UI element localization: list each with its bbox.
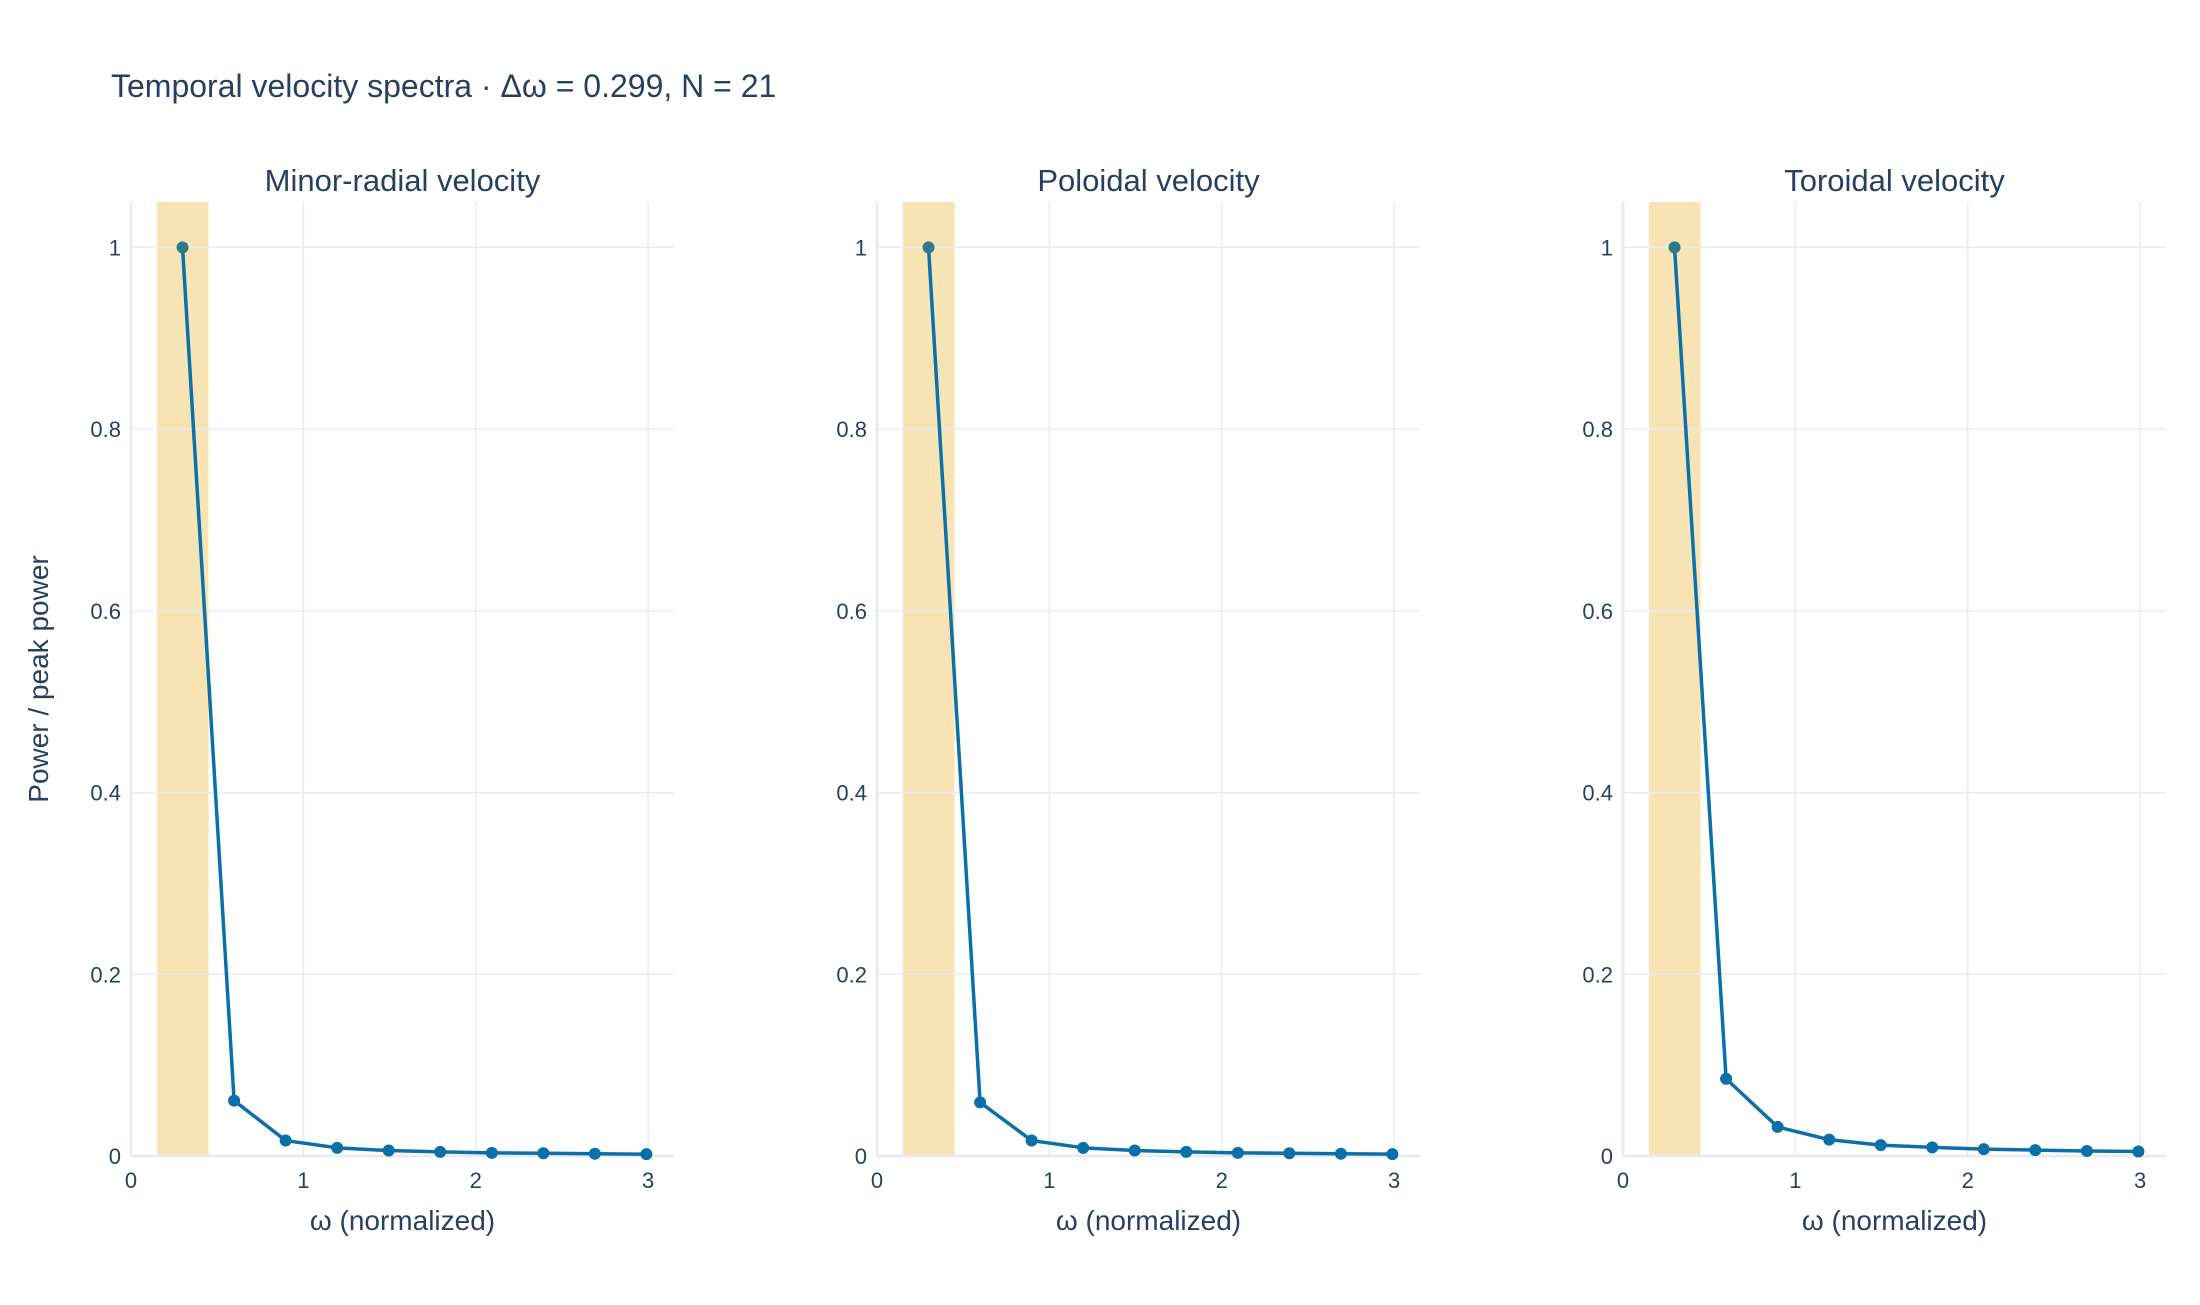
x-tick-label: 1 <box>1043 1168 1055 1193</box>
data-point <box>1386 1148 1399 1161</box>
x-tick-label: 3 <box>1388 1168 1400 1193</box>
data-point <box>1334 1147 1347 1160</box>
y-tick-label: 0 <box>855 1144 867 1169</box>
data-point <box>1077 1141 1090 1154</box>
data-point <box>1874 1139 1887 1152</box>
y-tick-label: 1 <box>1601 235 1613 260</box>
peak-point <box>922 241 935 254</box>
data-point <box>382 1144 395 1157</box>
series-line <box>180 247 647 1156</box>
subplot-2: 0 1 2 3 0 0.2 0.4 0.6 0.8 1 Poloidal velocity ω (no… <box>836 163 1420 1236</box>
y-tick-label: 0.6 <box>836 599 867 624</box>
x-axis-label: ω (normalized) <box>310 1205 495 1236</box>
data-point <box>434 1145 447 1158</box>
x-tick-label: 0 <box>871 1168 883 1193</box>
x-tick-label: 1 <box>297 1168 309 1193</box>
data-point <box>1823 1133 1836 1146</box>
y-tick-label: 0.8 <box>836 417 867 442</box>
subplot-title: Toroidal velocity <box>1784 163 2005 198</box>
data-point <box>537 1147 550 1160</box>
data-point <box>1283 1147 1296 1160</box>
subplot-3: 0 1 2 3 0 0.2 0.4 0.6 0.8 1 Toroidal velocity ω (no… <box>1582 163 2166 1236</box>
data-point <box>1128 1144 1141 1157</box>
x-tick-label: 2 <box>1216 1168 1228 1193</box>
y-tick-label: 0.6 <box>90 599 121 624</box>
y-tick-label: 0.4 <box>1582 781 1613 806</box>
series-line <box>926 247 1393 1156</box>
peak-point <box>1668 241 1681 254</box>
data-point <box>640 1148 653 1161</box>
highlight-band <box>156 202 209 1156</box>
data-point <box>1720 1072 1733 1085</box>
y-axis-label: Power / peak power <box>23 555 54 802</box>
x-axis-label: ω (normalized) <box>1802 1205 1987 1236</box>
data-point <box>1771 1120 1784 1133</box>
data-point <box>228 1094 241 1107</box>
y-tick-label: 0.8 <box>1582 417 1613 442</box>
data-point <box>1926 1141 1939 1154</box>
y-tick-label: 1 <box>109 235 121 260</box>
y-tick-label: 0.2 <box>90 962 121 987</box>
x-tick-label: 0 <box>125 1168 137 1193</box>
data-point <box>2029 1144 2042 1157</box>
highlight-band <box>902 202 955 1156</box>
y-tick-label: 0 <box>109 1144 121 1169</box>
y-tick-label: 0 <box>1601 1144 1613 1169</box>
subplot-title: Poloidal velocity <box>1037 163 1260 198</box>
y-tick-label: 0.2 <box>1582 962 1613 987</box>
subplot-title: Minor-radial velocity <box>265 163 541 198</box>
y-tick-label: 1 <box>855 235 867 260</box>
series-line <box>1672 247 2139 1154</box>
x-tick-label: 2 <box>470 1168 482 1193</box>
data-point <box>1180 1145 1193 1158</box>
data-point <box>1977 1143 1990 1156</box>
highlight-band <box>1648 202 1701 1156</box>
data-point <box>974 1096 987 1109</box>
data-point <box>2080 1145 2093 1158</box>
peak-point <box>176 241 189 254</box>
x-axis-label: ω (normalized) <box>1056 1205 1241 1236</box>
figure-title: Temporal velocity spectra · Δω = 0.299, … <box>111 68 777 104</box>
y-tick-label: 0.4 <box>836 781 867 806</box>
x-tick-label: 2 <box>1962 1168 1974 1193</box>
data-point <box>1025 1134 1038 1147</box>
data-point <box>279 1134 292 1147</box>
y-tick-label: 0.8 <box>90 417 121 442</box>
y-tick-label: 0.6 <box>1582 599 1613 624</box>
data-point <box>485 1146 498 1159</box>
x-tick-label: 3 <box>642 1168 654 1193</box>
x-tick-label: 3 <box>2134 1168 2146 1193</box>
data-point <box>1231 1146 1244 1159</box>
x-tick-label: 0 <box>1617 1168 1629 1193</box>
subplot-1: 0 1 2 3 0 0.2 0.4 0.6 0.8 1 Minor-radial velocity ω… <box>23 163 674 1236</box>
data-point <box>2132 1145 2145 1158</box>
x-tick-label: 1 <box>1789 1168 1801 1193</box>
y-tick-label: 0.4 <box>90 781 121 806</box>
data-point <box>331 1141 344 1154</box>
data-point <box>588 1147 601 1160</box>
y-tick-label: 0.2 <box>836 962 867 987</box>
